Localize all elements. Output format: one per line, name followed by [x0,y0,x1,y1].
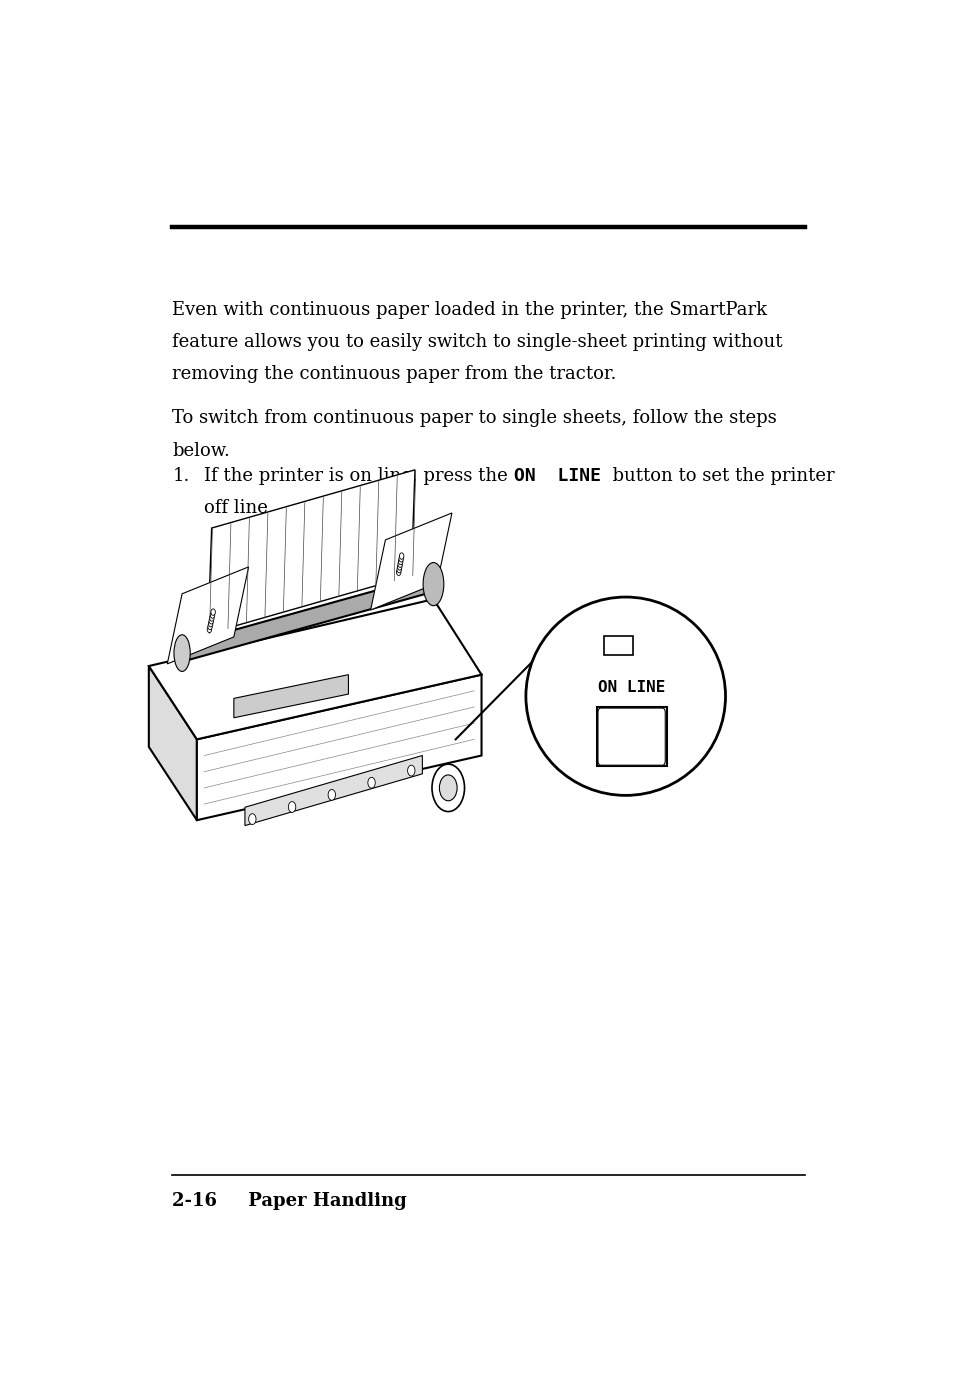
Text: ON  LINE: ON LINE [514,466,600,484]
Ellipse shape [173,634,190,672]
FancyBboxPatch shape [598,708,664,766]
Text: feature allows you to easily switch to single-sheet printing without: feature allows you to easily switch to s… [172,333,782,351]
Text: button to set the printer: button to set the printer [600,466,834,484]
Text: If the printer is on line, press the: If the printer is on line, press the [204,466,514,484]
Circle shape [432,764,464,812]
Text: 1.: 1. [172,466,190,484]
FancyBboxPatch shape [603,636,633,655]
Circle shape [396,568,400,575]
FancyBboxPatch shape [596,707,666,766]
Circle shape [207,626,212,633]
Circle shape [398,556,403,561]
Circle shape [209,620,213,627]
Circle shape [399,553,403,560]
Circle shape [249,813,255,825]
Circle shape [398,559,402,564]
Text: ON LINE: ON LINE [598,680,664,694]
Text: removing the continuous paper from the tractor.: removing the continuous paper from the t… [172,365,617,384]
Circle shape [211,609,215,616]
Circle shape [208,623,213,630]
Polygon shape [149,599,481,739]
Text: below.: below. [172,442,230,459]
Circle shape [396,567,401,573]
Polygon shape [182,575,429,662]
Text: Even with continuous paper loaded in the printer, the SmartPark: Even with continuous paper loaded in the… [172,301,767,319]
Circle shape [407,766,415,776]
Circle shape [368,777,375,788]
Polygon shape [149,666,196,820]
Circle shape [397,564,401,570]
Text: off line.: off line. [204,498,274,517]
Circle shape [210,615,213,622]
Circle shape [210,612,214,619]
Circle shape [288,802,295,812]
Circle shape [209,617,213,624]
Polygon shape [245,756,422,826]
Circle shape [328,790,335,801]
Polygon shape [167,567,249,664]
Text: To switch from continuous paper to single sheets, follow the steps: To switch from continuous paper to singl… [172,409,777,427]
Circle shape [439,776,456,801]
Polygon shape [208,470,415,634]
Polygon shape [370,512,452,610]
Polygon shape [233,675,348,718]
Circle shape [397,561,402,567]
Text: 2-16     Paper Handling: 2-16 Paper Handling [172,1191,407,1210]
Ellipse shape [423,563,443,606]
Polygon shape [196,675,481,820]
Ellipse shape [525,596,724,795]
